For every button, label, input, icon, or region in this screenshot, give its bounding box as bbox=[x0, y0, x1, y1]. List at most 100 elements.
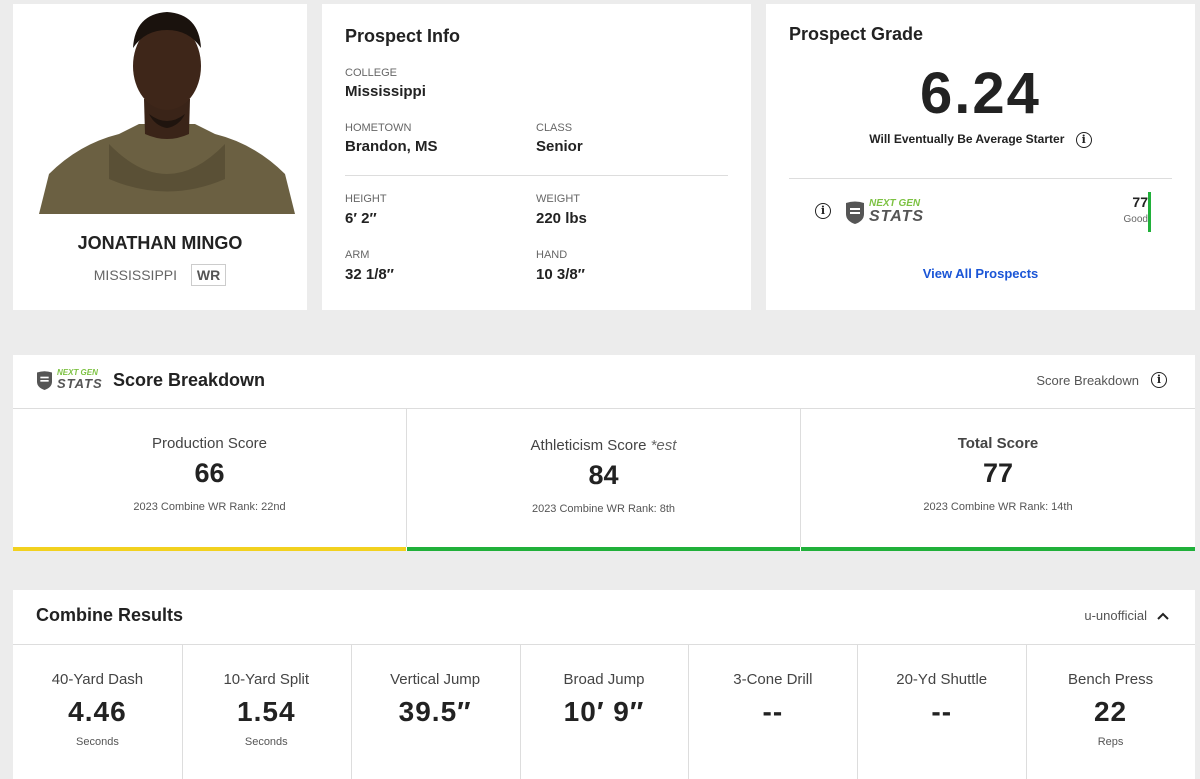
ngs-info-icon[interactable]: i bbox=[815, 203, 831, 219]
position-badge: WR bbox=[190, 264, 227, 286]
prospect-info-card: Prospect Info COLLEGE Mississippi HOMETO… bbox=[322, 4, 751, 310]
player-school: MISSISSIPPI bbox=[93, 267, 178, 283]
height-value: 6′ 2″ bbox=[345, 210, 377, 227]
class-label: CLASS bbox=[536, 122, 573, 134]
nfl-shield-icon bbox=[37, 370, 52, 390]
drill-value: -- bbox=[931, 696, 953, 727]
grade-description-row: Will Eventually Be Average Starter i bbox=[766, 132, 1195, 148]
ngs-score-value: 77 bbox=[1132, 194, 1148, 210]
drill-divider bbox=[688, 645, 690, 779]
drill-label: Broad Jump bbox=[563, 671, 645, 688]
drill-label: 20-Yd Shuttle bbox=[896, 671, 988, 688]
total-score-panel: Total Score 77 2023 Combine WR Rank: 14t… bbox=[801, 409, 1195, 551]
total-score-rank: 2023 Combine WR Rank: 14th bbox=[923, 501, 1073, 513]
drill-value: -- bbox=[762, 696, 784, 727]
player-headshot-image bbox=[39, 4, 295, 214]
drill-column: 40-Yard Dash 4.46 Seconds bbox=[13, 645, 182, 779]
athleticism-est-note: *est bbox=[650, 437, 677, 454]
ngs-logo: NEXT GEN STATS bbox=[845, 199, 924, 225]
drill-value: 10′ 9″ bbox=[563, 696, 645, 727]
athleticism-score-label-row: Athleticism Score *est bbox=[407, 437, 800, 454]
combine-results-card: Combine Results u-unofficial 40-Yard Das… bbox=[13, 590, 1195, 779]
ngs-score-bar bbox=[1148, 192, 1151, 232]
view-all-prospects-link[interactable]: View All Prospects bbox=[922, 266, 1039, 281]
total-score-value: 77 bbox=[982, 458, 1014, 488]
score-breakdown-info[interactable]: Score Breakdown i bbox=[1036, 372, 1167, 388]
drill-column: Broad Jump 10′ 9″ bbox=[520, 645, 689, 779]
drill-column: Vertical Jump 39.5″ bbox=[351, 645, 520, 779]
athleticism-score-panel: Athleticism Score *est 84 2023 Combine W… bbox=[407, 409, 800, 551]
ngs-logo-bottom: STATS bbox=[869, 208, 925, 225]
college-label: COLLEGE bbox=[345, 67, 397, 79]
drill-label: 40-Yard Dash bbox=[51, 671, 144, 688]
drill-label: 3-Cone Drill bbox=[733, 671, 813, 688]
weight-label: WEIGHT bbox=[536, 193, 580, 205]
athleticism-score-rank: 2023 Combine WR Rank: 8th bbox=[531, 503, 676, 515]
athleticism-score-bar bbox=[407, 547, 800, 551]
score-breakdown-info-label: Score Breakdown bbox=[1036, 372, 1139, 388]
arm-value: 32 1/8″ bbox=[345, 266, 394, 283]
grade-divider bbox=[789, 178, 1172, 179]
drill-column: Bench Press 22 Reps bbox=[1026, 645, 1195, 779]
athleticism-score-value: 84 bbox=[588, 460, 619, 490]
drill-column: 10-Yard Split 1.54 Seconds bbox=[182, 645, 351, 779]
drill-column: 3-Cone Drill -- bbox=[688, 645, 857, 779]
chevron-up-icon bbox=[1157, 612, 1169, 620]
combine-results-header: Combine Results u-unofficial bbox=[13, 590, 1195, 645]
unofficial-toggle-label: u-unofficial bbox=[1084, 608, 1147, 623]
ngs-score-label: Good bbox=[1123, 214, 1148, 225]
production-score-bar bbox=[13, 547, 406, 551]
hand-value: 10 3/8″ bbox=[536, 266, 585, 283]
drill-value: 4.46 bbox=[68, 696, 127, 727]
prospect-info-title: Prospect Info bbox=[345, 26, 461, 46]
drill-unit: Seconds bbox=[76, 736, 119, 748]
nfl-shield-icon bbox=[846, 201, 864, 224]
production-score-rank: 2023 Combine WR Rank: 22nd bbox=[133, 501, 286, 513]
ngs-score-block: 77 Good bbox=[1124, 194, 1148, 225]
drill-divider bbox=[519, 645, 521, 779]
drill-label: Bench Press bbox=[1068, 671, 1154, 688]
college-value: Mississippi bbox=[345, 83, 426, 100]
unofficial-toggle[interactable]: u-unofficial bbox=[1084, 608, 1169, 623]
drill-label: 10-Yard Split bbox=[223, 671, 310, 688]
score-breakdown-title: Score Breakdown bbox=[113, 370, 266, 390]
player-name: JONATHAN MINGO bbox=[77, 233, 243, 253]
class-value: Senior bbox=[536, 138, 583, 155]
production-score-label: Production Score bbox=[151, 435, 268, 452]
weight-value: 220 lbs bbox=[536, 210, 587, 227]
drill-unit: Reps bbox=[1097, 736, 1124, 748]
info-divider bbox=[345, 175, 728, 176]
player-photo bbox=[39, 4, 295, 214]
drill-divider bbox=[1026, 645, 1028, 779]
drill-label: Vertical Jump bbox=[390, 671, 481, 688]
info-icon[interactable]: i bbox=[1075, 132, 1092, 148]
drill-value: 1.54 bbox=[237, 696, 296, 727]
production-score-panel: Production Score 66 2023 Combine WR Rank… bbox=[13, 409, 406, 551]
height-label: HEIGHT bbox=[345, 193, 387, 205]
hand-label: HAND bbox=[536, 249, 568, 261]
prospect-grade-title: Prospect Grade bbox=[789, 24, 924, 44]
production-score-value: 66 bbox=[194, 458, 225, 488]
score-divider bbox=[406, 409, 407, 547]
score-divider bbox=[800, 409, 801, 547]
breakdown-logo-top: NEXT GEN bbox=[57, 368, 98, 377]
grade-value: 6.24 bbox=[920, 61, 1041, 126]
score-breakdown-card: NEXT GEN STATS Score Breakdown Score Bre… bbox=[13, 355, 1195, 551]
player-school-position: MISSISSIPPI WR bbox=[13, 264, 307, 286]
grade-description: Will Eventually Be Average Starter bbox=[869, 132, 1065, 147]
drill-divider bbox=[350, 645, 352, 779]
drill-divider bbox=[181, 645, 183, 779]
drill-unit: Seconds bbox=[244, 736, 288, 748]
athleticism-score-label: Athleticism Score bbox=[530, 437, 647, 454]
drill-value: 39.5″ bbox=[398, 696, 472, 727]
drill-divider bbox=[857, 645, 859, 779]
drill-column: 20-Yd Shuttle -- bbox=[857, 645, 1026, 779]
player-card: JONATHAN MINGO MISSISSIPPI WR bbox=[13, 4, 307, 310]
breakdown-logo-bottom: STATS bbox=[57, 376, 103, 391]
breakdown-ngs-logo: NEXT GEN STATS bbox=[36, 369, 103, 390]
hometown-label: HOMETOWN bbox=[345, 122, 412, 134]
score-breakdown-header: NEXT GEN STATS Score Breakdown Score Bre… bbox=[13, 355, 1195, 409]
info-icon[interactable]: i bbox=[1151, 372, 1167, 388]
prospect-grade-card: Prospect Grade 6.24 Will Eventually Be A… bbox=[766, 4, 1195, 310]
drill-value: 22 bbox=[1093, 696, 1128, 727]
